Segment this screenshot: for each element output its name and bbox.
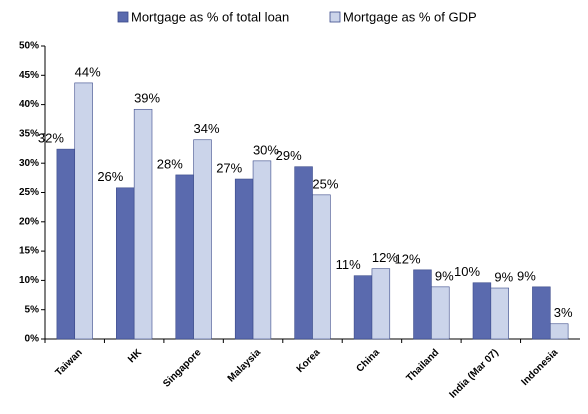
y-tick-label: 0%	[25, 334, 40, 345]
y-tick-label: 20%	[19, 216, 39, 227]
data-label: 9%	[435, 268, 454, 283]
data-label: 26%	[97, 169, 123, 184]
data-label: 25%	[312, 176, 338, 191]
bar	[371, 268, 391, 340]
x-tick-label: India (Mar 07)	[447, 347, 500, 400]
bar	[490, 287, 509, 340]
x-tick-label: HK	[126, 347, 145, 366]
data-label: 30%	[253, 142, 279, 157]
y-tick-label: 15%	[19, 246, 39, 257]
x-tick-label: Taiwan	[53, 347, 84, 378]
legend-label: Mortgage as % of total loan	[131, 9, 289, 24]
bar	[353, 275, 373, 340]
data-label: 11%	[336, 257, 361, 272]
data-label: 9%	[494, 269, 513, 284]
y-tick-label: 25%	[19, 187, 39, 198]
bar	[116, 187, 135, 340]
bar	[74, 82, 93, 340]
bar	[193, 139, 212, 340]
data-label: 12%	[372, 250, 398, 265]
y-tick-label: 10%	[19, 275, 39, 286]
data-label: 32%	[38, 131, 64, 146]
x-tick-label: Indonesia	[519, 347, 560, 388]
data-label: 9%	[517, 268, 536, 283]
bar	[431, 286, 450, 340]
x-tick-label: Korea	[295, 347, 323, 375]
y-tick-label: 35%	[19, 129, 39, 140]
bar	[133, 108, 153, 340]
data-label: 10%	[454, 264, 480, 279]
legend-label: Mortgage as % of GDP	[343, 9, 477, 24]
bar	[312, 194, 331, 340]
data-label: 39%	[134, 91, 160, 106]
bar	[252, 160, 272, 340]
bar	[413, 269, 432, 340]
data-label: 28%	[157, 156, 183, 171]
bar	[56, 148, 76, 340]
bar	[472, 282, 492, 340]
y-tick-label: 40%	[19, 99, 39, 110]
legend-swatch	[329, 11, 341, 23]
x-tick-label: Singapore	[161, 347, 204, 390]
data-label: 12%	[395, 251, 421, 266]
bar	[294, 166, 313, 340]
data-label: 34%	[194, 121, 220, 136]
y-tick-label: 45%	[19, 70, 39, 81]
data-label: 29%	[276, 148, 302, 163]
data-label: 3%	[554, 305, 573, 320]
x-tick-label: Malaysia	[226, 347, 264, 385]
data-label: 27%	[216, 160, 242, 175]
bar	[532, 286, 551, 340]
y-tick-label: 5%	[25, 304, 40, 315]
y-tick-label: 50%	[19, 41, 39, 52]
legend-swatch	[117, 11, 129, 23]
bar	[549, 323, 569, 340]
x-tick-label: China	[355, 347, 383, 375]
data-label: 44%	[75, 64, 101, 79]
x-tick-label: Thailand	[405, 347, 442, 384]
bar	[234, 178, 254, 340]
bar	[175, 174, 194, 340]
y-tick-label: 30%	[19, 158, 39, 169]
